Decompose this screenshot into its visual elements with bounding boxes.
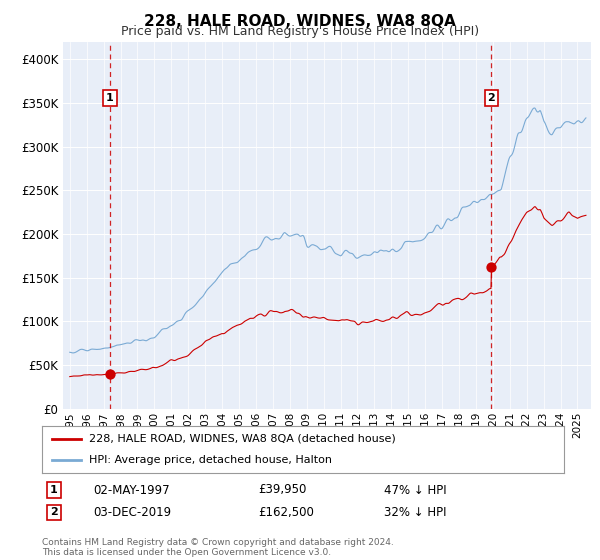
Point (105, 370, 115, 379)
Text: 1: 1 (50, 485, 58, 495)
Text: 32% ↓ HPI: 32% ↓ HPI (384, 506, 446, 519)
Text: Price paid vs. HM Land Registry's House Price Index (HPI): Price paid vs. HM Land Registry's House … (121, 25, 479, 38)
Text: 02-MAY-1997: 02-MAY-1997 (93, 483, 170, 497)
Text: £162,500: £162,500 (258, 506, 314, 519)
Point (487, 263, 496, 272)
Text: 228, HALE ROAD, WIDNES, WA8 8QA (detached house): 228, HALE ROAD, WIDNES, WA8 8QA (detache… (89, 434, 396, 444)
Text: Contains HM Land Registry data © Crown copyright and database right 2024.
This d: Contains HM Land Registry data © Crown c… (42, 538, 394, 557)
Text: £39,950: £39,950 (258, 483, 307, 497)
Text: 1: 1 (106, 93, 114, 103)
Text: 47% ↓ HPI: 47% ↓ HPI (384, 483, 446, 497)
Text: HPI: Average price, detached house, Halton: HPI: Average price, detached house, Halt… (89, 455, 332, 465)
Text: 2: 2 (50, 507, 58, 517)
Text: 2: 2 (488, 93, 496, 103)
Text: 228, HALE ROAD, WIDNES, WA8 8QA: 228, HALE ROAD, WIDNES, WA8 8QA (144, 14, 456, 29)
Text: 03-DEC-2019: 03-DEC-2019 (93, 506, 171, 519)
